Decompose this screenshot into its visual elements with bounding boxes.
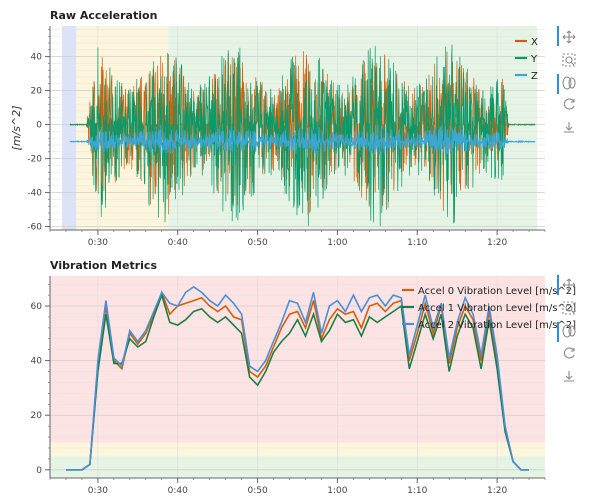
y-tick-label: 20 — [31, 87, 43, 97]
y-axis-label: [m/s^2] — [10, 106, 23, 151]
toolbar-top — [557, 26, 576, 133]
series-line-accel-0 — [66, 290, 529, 471]
grid-lines — [50, 276, 545, 478]
wheel-zoom-icon[interactable] — [562, 324, 576, 338]
y-tick-label: -20 — [27, 155, 42, 165]
x-tick-label: 0:50 — [247, 238, 267, 248]
active-tool-marker — [557, 74, 559, 94]
tick-labels: 60 40 20 0 0:30 0:40 0:50 1:00 1:10 1:20 — [31, 302, 508, 496]
y-tick-label: 40 — [31, 357, 43, 367]
box-zoom-icon[interactable] — [562, 53, 576, 67]
active-tool-marker — [557, 26, 559, 46]
chart-title: Raw Acceleration — [50, 9, 157, 22]
save-icon[interactable] — [564, 122, 574, 133]
background-band — [50, 456, 545, 478]
active-tool-marker — [557, 322, 559, 342]
series-group — [69, 44, 536, 227]
legend-entry[interactable]: Accel 0 Vibration Level [m/s^2] — [418, 286, 576, 297]
tick-labels: 40 20 0 -20 -40 -60 0:30 0:40 0:50 1:00 1:10 1:20 — [27, 53, 507, 248]
legend-entry[interactable]: Y — [530, 54, 538, 65]
raw-acceleration-panel: Raw Acceleration 40 20 0 -20 -40 -60 0:30 0:40 0… — [10, 9, 546, 248]
y-tick-label: 20 — [31, 411, 43, 421]
x-tick-label: 1:20 — [487, 486, 507, 496]
legend-entry[interactable]: Z — [531, 71, 538, 82]
legend: XYZ — [515, 37, 538, 82]
series-line-accel-2 — [66, 285, 529, 471]
save-icon[interactable] — [564, 371, 574, 382]
x-tick-label: 1:00 — [327, 238, 347, 248]
y-tick-label: 40 — [31, 53, 43, 63]
legend-entry[interactable]: Accel 2 Vibration Level [m/s^2] — [418, 320, 576, 331]
active-tool-marker — [557, 275, 559, 295]
axes — [45, 276, 546, 483]
chart-title: Vibration Metrics — [50, 259, 157, 272]
x-tick-label: 1:10 — [407, 238, 427, 248]
pan-tool-icon[interactable] — [562, 30, 576, 44]
legend-entry[interactable]: Accel 1 Vibration Level [m/s^2] — [418, 303, 576, 314]
x-tick-label: 0:40 — [168, 238, 188, 248]
y-tick-label: 0 — [36, 121, 42, 131]
x-tick-label: 0:40 — [168, 486, 188, 496]
wheel-zoom-icon[interactable] — [562, 76, 576, 90]
y-tick-label: 0 — [36, 466, 42, 476]
reset-icon[interactable] — [563, 347, 575, 359]
y-tick-label: -40 — [27, 189, 42, 199]
x-tick-label: 0:30 — [88, 486, 108, 496]
x-tick-label: 0:50 — [247, 486, 267, 496]
legend-entry[interactable]: X — [531, 37, 538, 48]
pan-tool-icon[interactable] — [562, 278, 576, 292]
box-zoom-icon[interactable] — [562, 301, 576, 315]
series-line-z — [69, 124, 536, 155]
y-tick-label: -60 — [27, 223, 42, 233]
vibration-metrics-panel: Vibration Metrics 60 40 20 0 0:30 0:40 0:50 1:0… — [31, 259, 577, 496]
series-group — [66, 285, 529, 471]
toolbar-bottom — [557, 275, 576, 382]
x-tick-label: 1:10 — [407, 486, 427, 496]
x-tick-label: 1:20 — [487, 238, 507, 248]
y-tick-label: 60 — [31, 302, 43, 312]
background-band — [50, 442, 545, 457]
axes — [45, 26, 546, 235]
x-tick-label: 1:00 — [327, 486, 347, 496]
series-line-accel-1 — [66, 292, 529, 471]
reset-icon[interactable] — [563, 98, 575, 110]
legend: Accel 0 Vibration Level [m/s^2] Accel 1 V… — [402, 286, 576, 331]
x-tick-label: 0:30 — [88, 238, 108, 248]
